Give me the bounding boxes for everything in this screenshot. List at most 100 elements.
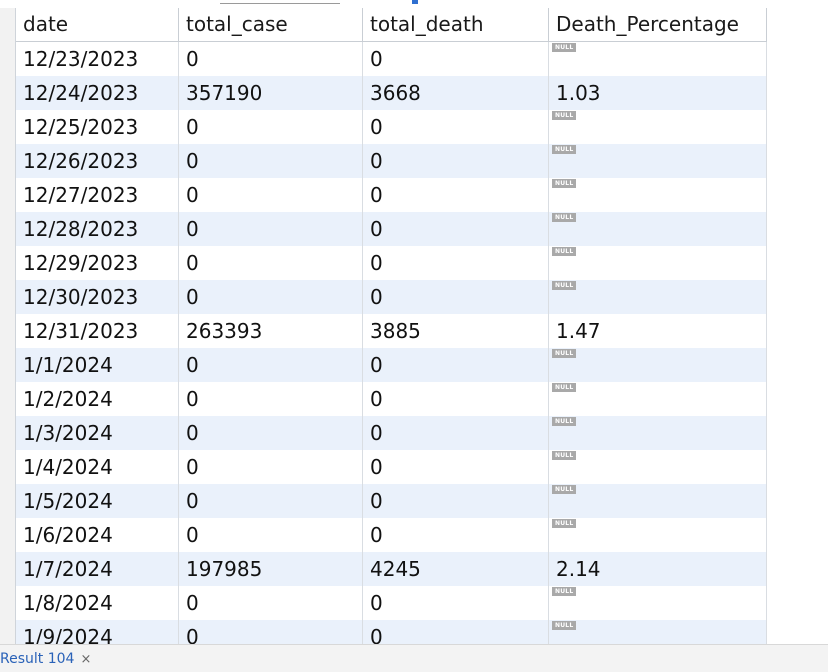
cell-total-death[interactable]: 0 bbox=[363, 144, 549, 178]
cell-total-death[interactable]: 0 bbox=[363, 348, 549, 382]
cell-death-percentage[interactable]: 1.03 bbox=[549, 76, 767, 110]
table-row[interactable]: 1/5/2024 0 0 NULL bbox=[0, 484, 767, 518]
cell-total-death[interactable]: 3885 bbox=[363, 314, 549, 348]
table-row[interactable]: 12/23/2023 0 0 NULL bbox=[0, 42, 767, 76]
row-gutter[interactable] bbox=[0, 212, 16, 246]
table-row[interactable]: 1/4/2024 0 0 NULL bbox=[0, 450, 767, 484]
cell-total-case[interactable]: 0 bbox=[179, 212, 363, 246]
cell-total-case[interactable]: 0 bbox=[179, 110, 363, 144]
table-row[interactable]: 12/26/2023 0 0 NULL bbox=[0, 144, 767, 178]
row-gutter[interactable] bbox=[0, 586, 16, 620]
cell-death-percentage[interactable]: NULL bbox=[549, 450, 767, 484]
row-gutter[interactable] bbox=[0, 314, 16, 348]
row-gutter[interactable] bbox=[0, 42, 16, 76]
cell-death-percentage[interactable]: NULL bbox=[549, 110, 767, 144]
result-tab[interactable]: Result 104 × bbox=[0, 646, 100, 672]
row-gutter[interactable] bbox=[0, 518, 16, 552]
row-gutter[interactable] bbox=[0, 552, 16, 586]
cell-total-case[interactable]: 0 bbox=[179, 484, 363, 518]
cell-date[interactable]: 1/2/2024 bbox=[16, 382, 179, 416]
cell-total-death[interactable]: 0 bbox=[363, 42, 549, 76]
cell-date[interactable]: 1/6/2024 bbox=[16, 518, 179, 552]
cell-total-case[interactable]: 0 bbox=[179, 178, 363, 212]
cell-date[interactable]: 1/1/2024 bbox=[16, 348, 179, 382]
cell-total-death[interactable]: 0 bbox=[363, 620, 549, 644]
table-row[interactable]: 12/28/2023 0 0 NULL bbox=[0, 212, 767, 246]
cell-total-death[interactable]: 4245 bbox=[363, 552, 549, 586]
cell-total-death[interactable]: 0 bbox=[363, 416, 549, 450]
cell-total-case[interactable]: 0 bbox=[179, 450, 363, 484]
table-row[interactable]: 12/31/2023 263393 3885 1.47 bbox=[0, 314, 767, 348]
cell-total-death[interactable]: 0 bbox=[363, 518, 549, 552]
cell-death-percentage[interactable]: NULL bbox=[549, 382, 767, 416]
cell-total-case[interactable]: 0 bbox=[179, 416, 363, 450]
cell-death-percentage[interactable]: NULL bbox=[549, 348, 767, 382]
cell-date[interactable]: 1/8/2024 bbox=[16, 586, 179, 620]
cell-date[interactable]: 12/29/2023 bbox=[16, 246, 179, 280]
cell-death-percentage[interactable]: NULL bbox=[549, 484, 767, 518]
table-row[interactable]: 1/1/2024 0 0 NULL bbox=[0, 348, 767, 382]
table-row[interactable]: 12/29/2023 0 0 NULL bbox=[0, 246, 767, 280]
cell-total-case[interactable]: 0 bbox=[179, 348, 363, 382]
cell-date[interactable]: 1/9/2024 bbox=[16, 620, 179, 644]
cell-death-percentage[interactable]: NULL bbox=[549, 246, 767, 280]
table-row[interactable]: 1/7/2024 197985 4245 2.14 bbox=[0, 552, 767, 586]
cell-death-percentage[interactable]: 1.47 bbox=[549, 314, 767, 348]
cell-death-percentage[interactable]: NULL bbox=[549, 518, 767, 552]
row-gutter[interactable] bbox=[0, 110, 16, 144]
cell-total-case[interactable]: 0 bbox=[179, 586, 363, 620]
column-header-date[interactable]: date bbox=[16, 8, 179, 42]
cell-date[interactable]: 1/3/2024 bbox=[16, 416, 179, 450]
cell-total-death[interactable]: 0 bbox=[363, 246, 549, 280]
cell-total-death[interactable]: 0 bbox=[363, 450, 549, 484]
row-gutter[interactable] bbox=[0, 416, 16, 450]
column-header-total-case[interactable]: total_case bbox=[179, 8, 363, 42]
cell-date[interactable]: 12/23/2023 bbox=[16, 42, 179, 76]
cell-total-case[interactable]: 0 bbox=[179, 620, 363, 644]
cell-total-death[interactable]: 0 bbox=[363, 586, 549, 620]
cell-total-case[interactable]: 0 bbox=[179, 144, 363, 178]
row-gutter[interactable] bbox=[0, 484, 16, 518]
cell-death-percentage[interactable]: NULL bbox=[549, 212, 767, 246]
cell-date[interactable]: 12/27/2023 bbox=[16, 178, 179, 212]
column-header-total-death[interactable]: total_death bbox=[363, 8, 549, 42]
cell-death-percentage[interactable]: NULL bbox=[549, 620, 767, 644]
table-row[interactable]: 1/9/2024 0 0 NULL bbox=[0, 620, 767, 644]
cell-total-case[interactable]: 197985 bbox=[179, 552, 363, 586]
table-row[interactable]: 1/3/2024 0 0 NULL bbox=[0, 416, 767, 450]
cell-total-death[interactable]: 0 bbox=[363, 382, 549, 416]
table-row[interactable]: 1/8/2024 0 0 NULL bbox=[0, 586, 767, 620]
cell-death-percentage[interactable]: NULL bbox=[549, 144, 767, 178]
cell-date[interactable]: 1/5/2024 bbox=[16, 484, 179, 518]
row-gutter[interactable] bbox=[0, 620, 16, 644]
cell-total-death[interactable]: 0 bbox=[363, 110, 549, 144]
cell-total-case[interactable]: 263393 bbox=[179, 314, 363, 348]
cell-total-death[interactable]: 0 bbox=[363, 280, 549, 314]
close-icon[interactable]: × bbox=[80, 651, 92, 667]
table-row[interactable]: 1/6/2024 0 0 NULL bbox=[0, 518, 767, 552]
cell-total-case[interactable]: 0 bbox=[179, 518, 363, 552]
cell-date[interactable]: 1/7/2024 bbox=[16, 552, 179, 586]
result-grid[interactable]: date total_case total_death Death_Percen… bbox=[0, 8, 767, 644]
cell-total-death[interactable]: 0 bbox=[363, 484, 549, 518]
row-gutter[interactable] bbox=[0, 76, 16, 110]
row-gutter[interactable] bbox=[0, 382, 16, 416]
cell-date[interactable]: 12/26/2023 bbox=[16, 144, 179, 178]
cell-date[interactable]: 1/4/2024 bbox=[16, 450, 179, 484]
cell-total-death[interactable]: 3668 bbox=[363, 76, 549, 110]
column-header-death-percentage[interactable]: Death_Percentage bbox=[549, 8, 767, 42]
cell-death-percentage[interactable]: NULL bbox=[549, 42, 767, 76]
cell-death-percentage[interactable]: NULL bbox=[549, 416, 767, 450]
cell-total-death[interactable]: 0 bbox=[363, 178, 549, 212]
cell-total-case[interactable]: 0 bbox=[179, 280, 363, 314]
row-gutter[interactable] bbox=[0, 246, 16, 280]
cell-total-case[interactable]: 0 bbox=[179, 42, 363, 76]
cell-date[interactable]: 12/24/2023 bbox=[16, 76, 179, 110]
cell-total-case[interactable]: 0 bbox=[179, 246, 363, 280]
cell-death-percentage[interactable]: 2.14 bbox=[549, 552, 767, 586]
cell-death-percentage[interactable]: NULL bbox=[549, 586, 767, 620]
cell-date[interactable]: 12/31/2023 bbox=[16, 314, 179, 348]
table-row[interactable]: 12/30/2023 0 0 NULL bbox=[0, 280, 767, 314]
row-gutter[interactable] bbox=[0, 450, 16, 484]
table-row[interactable]: 12/24/2023 357190 3668 1.03 bbox=[0, 76, 767, 110]
